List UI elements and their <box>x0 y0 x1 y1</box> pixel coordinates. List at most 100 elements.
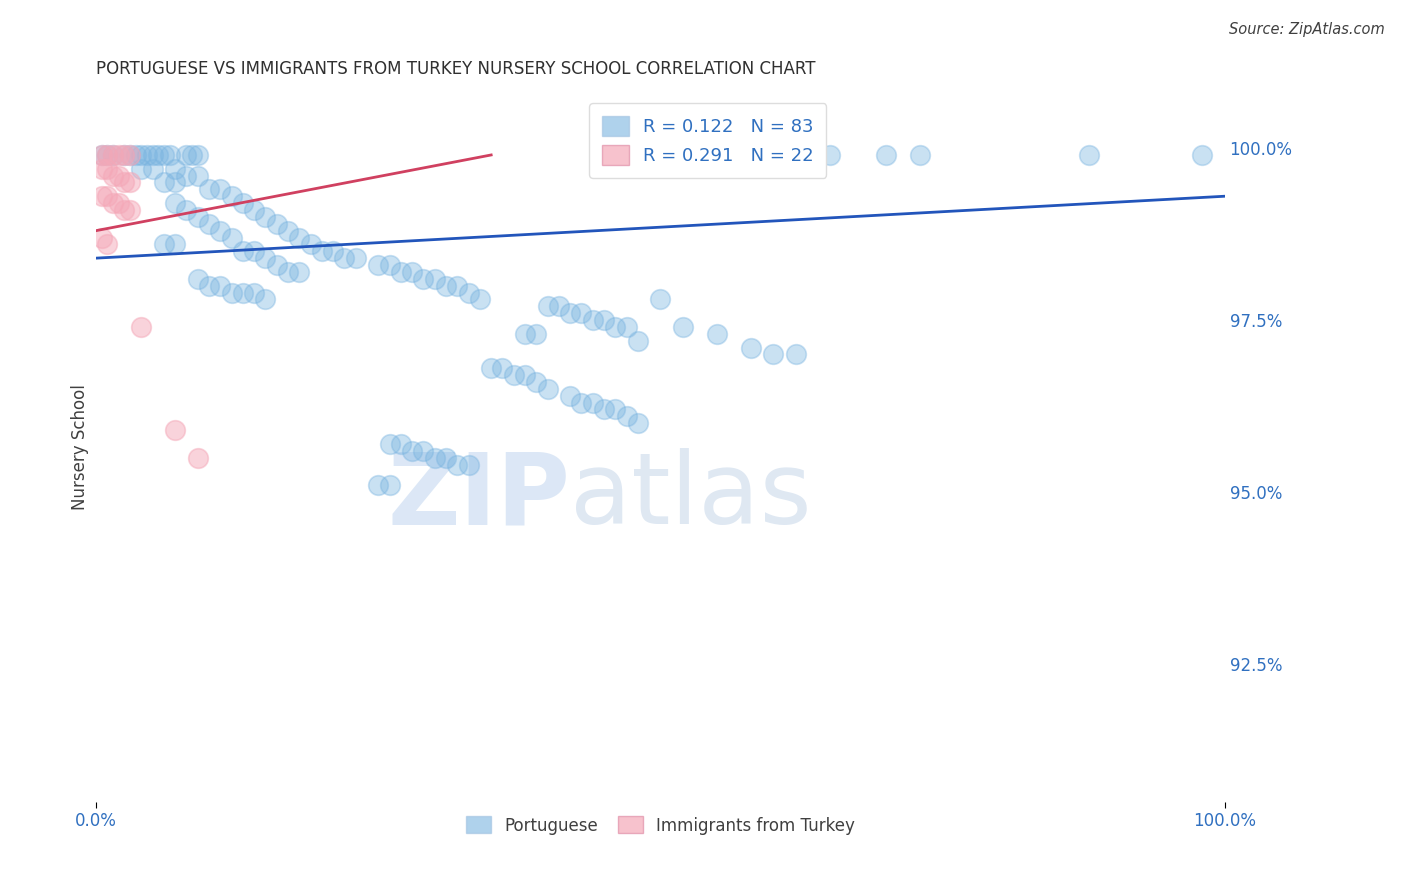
Point <box>221 285 243 300</box>
Point <box>112 176 135 190</box>
Point <box>378 258 401 272</box>
Point <box>232 196 254 211</box>
Point <box>153 176 176 190</box>
Point <box>101 169 124 183</box>
Point <box>536 299 558 313</box>
Point <box>457 458 479 472</box>
Point <box>221 230 243 244</box>
Point <box>125 148 148 162</box>
Point <box>457 285 479 300</box>
Point <box>333 251 356 265</box>
Point <box>176 169 198 183</box>
Point <box>90 148 112 162</box>
Point <box>112 148 135 162</box>
Point <box>468 293 491 307</box>
Point <box>367 258 389 272</box>
Point <box>401 265 423 279</box>
Point <box>627 416 650 430</box>
Point <box>322 244 344 259</box>
Text: PORTUGUESE VS IMMIGRANTS FROM TURKEY NURSERY SCHOOL CORRELATION CHART: PORTUGUESE VS IMMIGRANTS FROM TURKEY NUR… <box>96 60 815 78</box>
Point <box>131 320 153 334</box>
Point <box>96 189 118 203</box>
Point <box>118 176 141 190</box>
Point <box>344 251 367 265</box>
Point <box>706 326 728 341</box>
Point <box>818 148 841 162</box>
Point <box>243 285 266 300</box>
Point <box>401 443 423 458</box>
Point <box>136 148 159 162</box>
Point <box>118 148 141 162</box>
Point <box>187 148 209 162</box>
Point <box>96 148 118 162</box>
Point <box>165 161 187 176</box>
Point <box>605 402 627 417</box>
Point <box>165 176 187 190</box>
Point <box>148 148 170 162</box>
Point <box>299 237 322 252</box>
Point <box>311 244 333 259</box>
Point <box>142 148 165 162</box>
Point <box>209 278 232 293</box>
Point <box>582 313 605 327</box>
Point <box>90 189 112 203</box>
Point <box>131 161 153 176</box>
Point <box>221 189 243 203</box>
Point <box>277 224 299 238</box>
Point <box>187 272 209 286</box>
Point <box>96 161 118 176</box>
Point <box>593 402 616 417</box>
Point <box>101 148 124 162</box>
Point <box>176 202 198 217</box>
Point <box>232 285 254 300</box>
Point <box>571 306 593 320</box>
Point <box>446 278 468 293</box>
Point <box>524 326 547 341</box>
Point <box>118 202 141 217</box>
Point <box>605 320 627 334</box>
Point <box>547 299 569 313</box>
Point <box>875 148 897 162</box>
Point <box>412 272 434 286</box>
Point <box>434 450 457 465</box>
Point <box>90 161 112 176</box>
Point <box>101 148 124 162</box>
Point <box>159 148 181 162</box>
Point <box>181 148 204 162</box>
Point <box>288 265 311 279</box>
Point <box>198 278 221 293</box>
Point <box>153 148 176 162</box>
Point <box>96 237 118 252</box>
Point <box>112 202 135 217</box>
Point <box>254 293 277 307</box>
Point <box>101 196 124 211</box>
Point <box>277 265 299 279</box>
Point <box>446 458 468 472</box>
Point <box>254 251 277 265</box>
Point <box>491 361 513 376</box>
Point <box>434 278 457 293</box>
Point <box>209 182 232 196</box>
Point <box>266 258 288 272</box>
Point <box>90 230 112 244</box>
Text: atlas: atlas <box>571 449 811 545</box>
Text: Source: ZipAtlas.com: Source: ZipAtlas.com <box>1229 22 1385 37</box>
Point <box>107 148 129 162</box>
Point <box>243 202 266 217</box>
Point <box>479 361 502 376</box>
Point <box>502 368 524 382</box>
Point <box>96 148 118 162</box>
Point <box>785 347 807 361</box>
Point <box>367 478 389 492</box>
Point <box>627 334 650 348</box>
Point <box>762 347 785 361</box>
Point <box>513 326 536 341</box>
Point <box>650 293 672 307</box>
Point <box>582 395 605 409</box>
Point <box>571 395 593 409</box>
Point <box>112 148 135 162</box>
Point <box>232 244 254 259</box>
Point <box>107 196 129 211</box>
Point <box>165 196 187 211</box>
Point <box>524 375 547 389</box>
